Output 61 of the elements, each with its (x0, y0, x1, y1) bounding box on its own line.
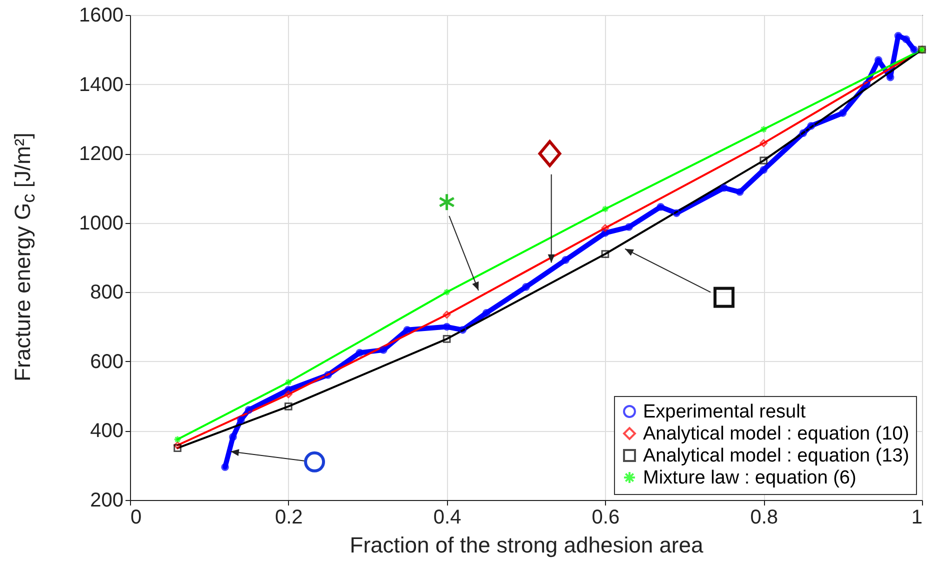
y-tick-label: 1600 (79, 4, 124, 26)
y-tick-label: 1400 (79, 74, 124, 96)
point (625, 223, 633, 231)
point (236, 416, 245, 424)
point (356, 348, 364, 357)
x-tick-label: 0 (130, 506, 142, 528)
point (324, 371, 332, 379)
y-tick-label: 400 (90, 420, 124, 442)
point (720, 184, 728, 192)
x-tick-label: 0.2 (274, 506, 303, 528)
point (902, 35, 910, 44)
point (562, 256, 570, 264)
point (760, 125, 768, 134)
point (458, 326, 467, 334)
point (284, 402, 292, 410)
point (244, 406, 253, 414)
legend-label: Analytical model : equation (10) (643, 424, 910, 444)
point (403, 326, 412, 334)
legend-label: Mixture law : equation (6) (643, 468, 856, 488)
y-tick-label: 1200 (79, 143, 124, 166)
point (174, 444, 182, 452)
point (910, 46, 918, 54)
point (442, 335, 451, 343)
point (174, 441, 182, 450)
point (601, 229, 610, 237)
point (601, 205, 610, 213)
point (672, 209, 680, 218)
point (284, 386, 292, 394)
point (380, 346, 388, 354)
point (807, 122, 816, 130)
y-tick-label: 600 (90, 350, 124, 373)
point (760, 166, 768, 174)
x-axis-title: Fraction of the strong adhesion area (350, 532, 704, 558)
point (221, 463, 229, 471)
legend-label: Analytical model : equation (13) (643, 446, 910, 466)
point (482, 309, 490, 317)
y-tick-label: 800 (90, 282, 124, 304)
point (736, 188, 744, 196)
point (601, 224, 610, 232)
point (229, 433, 237, 441)
point (656, 203, 665, 211)
point (760, 156, 768, 164)
x-tick-label: 0.4 (433, 506, 462, 528)
point (601, 250, 610, 258)
x-tick-label: 0.6 (592, 506, 620, 528)
point (838, 109, 847, 117)
point (442, 322, 451, 331)
point (862, 80, 870, 88)
point (522, 283, 530, 291)
point (799, 129, 808, 138)
legend-label: Experimental result (643, 402, 806, 422)
x-tick-label: 0.8 (750, 506, 778, 528)
x-tick-label: 1 (911, 506, 922, 528)
point (284, 390, 292, 398)
point (886, 73, 894, 82)
point (760, 139, 768, 148)
y-tick-label: 1000 (79, 212, 124, 234)
point (442, 310, 451, 319)
point (442, 288, 451, 296)
point (284, 378, 292, 386)
y-tick-label: 200 (90, 490, 124, 512)
